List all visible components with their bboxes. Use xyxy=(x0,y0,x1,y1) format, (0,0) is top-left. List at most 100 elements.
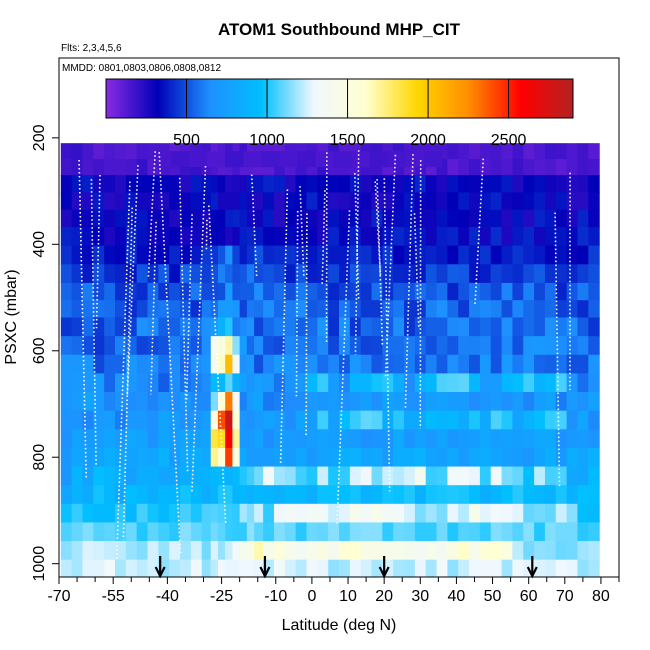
heatmap-cell xyxy=(158,245,170,265)
heatmap-cell xyxy=(169,227,181,247)
flight-profile xyxy=(404,154,414,410)
heatmap-cell xyxy=(404,227,416,247)
heatmap-cell xyxy=(210,541,219,561)
heatmap-cell xyxy=(239,447,248,468)
heatmap-cell xyxy=(458,227,470,247)
heatmap-cell xyxy=(371,336,383,356)
heatmap-cell xyxy=(339,485,351,505)
heatmap-cell xyxy=(239,410,248,430)
heatmap-cell xyxy=(295,410,308,430)
y-tick-label: 1000 xyxy=(31,546,48,582)
heatmap-cell xyxy=(566,447,579,468)
heatmap-cell xyxy=(425,227,438,247)
flight-profile xyxy=(336,210,351,524)
heatmap-cell xyxy=(201,300,212,319)
heatmap-cell xyxy=(317,175,329,194)
heatmap-cell xyxy=(479,245,492,265)
heatmap-cell xyxy=(479,227,492,247)
heatmap-cell xyxy=(425,541,438,561)
heatmap-cell xyxy=(210,354,219,374)
heatmap-cell xyxy=(225,559,234,577)
heatmap-cell xyxy=(201,317,212,337)
heatmap-cell xyxy=(436,559,448,577)
heatmap-cell xyxy=(349,300,362,319)
heatmap-cell xyxy=(60,209,73,228)
heatmap-cell xyxy=(239,429,248,449)
flight-profile xyxy=(185,214,193,400)
heatmap-cell xyxy=(339,175,351,194)
heatmap-cell xyxy=(104,175,116,194)
heatmap-cell xyxy=(169,503,181,524)
heatmap-cell xyxy=(469,227,481,247)
heatmap-cell xyxy=(360,373,373,393)
heatmap-cell xyxy=(254,159,264,176)
heatmap-cell xyxy=(263,522,275,542)
heatmap-cell xyxy=(246,522,255,542)
heatmap-cell xyxy=(436,503,448,524)
heatmap-cell xyxy=(566,143,579,160)
heatmap-cell xyxy=(588,143,600,160)
heatmap-cell xyxy=(555,336,568,356)
heatmap-cell xyxy=(469,559,481,577)
heatmap-cell xyxy=(490,466,503,486)
heatmap-cell xyxy=(254,503,264,524)
heatmap-cell xyxy=(158,429,170,449)
heatmap-cell xyxy=(447,192,459,211)
heatmap-cell xyxy=(382,175,394,194)
heatmap-cell xyxy=(232,227,241,247)
heatmap-cell xyxy=(217,245,226,265)
heatmap-cell xyxy=(566,541,579,561)
heatmap-cell xyxy=(425,264,438,284)
heatmap-cell xyxy=(169,466,181,486)
heatmap-cell xyxy=(93,373,105,393)
heatmap-cell xyxy=(534,192,546,211)
heatmap-cell xyxy=(210,209,219,228)
heatmap-cell xyxy=(436,300,448,319)
heatmap-cell xyxy=(261,151,280,168)
heatmap-cell xyxy=(158,485,170,505)
x-tick-label: 0 xyxy=(307,588,316,605)
heatmap-cell xyxy=(273,410,286,430)
heatmap-cell xyxy=(523,282,535,301)
heatmap-cell xyxy=(469,159,481,176)
heatmap-cell xyxy=(393,522,405,542)
heatmap-cell xyxy=(201,559,212,577)
heatmap-cell xyxy=(469,410,481,430)
heatmap-cell xyxy=(315,151,335,168)
heatmap-cell xyxy=(544,175,557,194)
heatmap-cell xyxy=(371,317,383,337)
heatmap-cell xyxy=(566,336,579,356)
heatmap-cell xyxy=(125,143,138,160)
heatmap-cell xyxy=(555,264,568,284)
heatmap-cell xyxy=(180,245,192,265)
heatmap-cell xyxy=(297,151,317,168)
heatmap-cell xyxy=(425,282,438,301)
heatmap-cell xyxy=(169,209,181,228)
heatmap-cell xyxy=(158,373,170,393)
heatmap-cell xyxy=(512,209,524,228)
heatmap-cell xyxy=(371,245,383,265)
heatmap-cell xyxy=(469,392,481,412)
heatmap-cell xyxy=(523,373,535,393)
x-tick-label: 20 xyxy=(375,588,393,605)
heatmap-cell xyxy=(534,429,546,449)
heatmap-cell xyxy=(414,485,427,505)
heatmap-cell xyxy=(295,282,308,301)
heatmap-cell xyxy=(469,317,481,337)
heatmap-cell xyxy=(555,466,568,486)
heatmap-cell xyxy=(328,410,340,430)
heatmap-cell xyxy=(82,522,94,542)
heatmap-cell xyxy=(544,373,557,393)
heatmap-cell xyxy=(447,541,459,561)
heatmap-cell xyxy=(232,392,241,412)
heatmap-cell xyxy=(115,317,127,337)
heatmap-cell xyxy=(512,354,524,374)
heatmap-cell xyxy=(328,373,340,393)
heatmap-cell xyxy=(555,159,568,176)
heatmap-cell xyxy=(136,559,149,577)
heatmap-cell xyxy=(339,541,351,561)
heatmap-cell xyxy=(306,227,318,247)
heatmap-cell xyxy=(136,373,149,393)
heatmap-cell xyxy=(306,264,318,284)
heatmap-cell xyxy=(436,159,448,176)
